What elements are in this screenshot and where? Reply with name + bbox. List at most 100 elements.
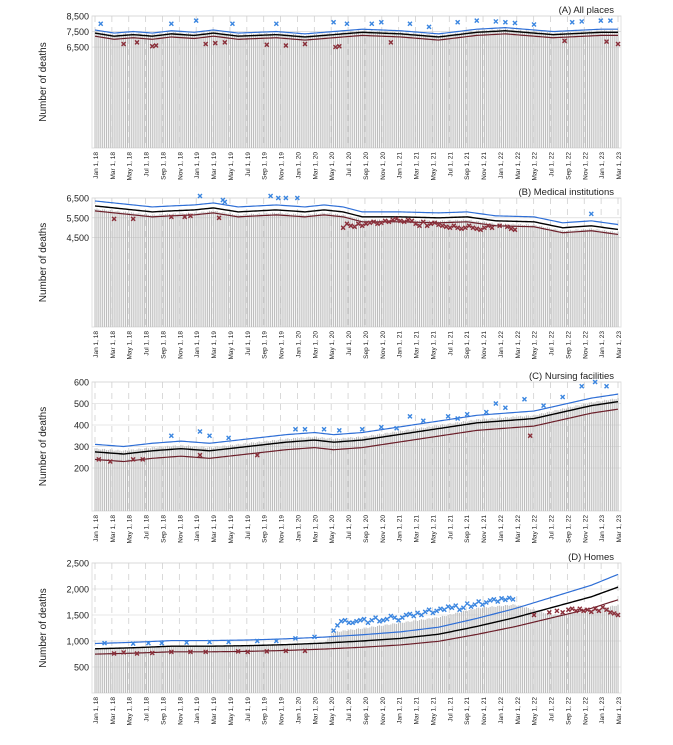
weekly-bar (144, 448, 146, 511)
x-tick-label: Jan 1, 18 (93, 152, 100, 179)
weekly-bar (329, 437, 331, 511)
excess-marker (569, 19, 575, 25)
weekly-bar (512, 416, 514, 511)
excess-marker (342, 617, 348, 623)
excess-marker (344, 21, 350, 27)
weekly-bar (140, 33, 142, 148)
weekly-bar (571, 613, 573, 693)
weekly-bar (270, 213, 272, 327)
weekly-bar (409, 621, 411, 693)
weekly-bar (445, 35, 447, 149)
weekly-bar (543, 32, 545, 148)
weekly-bar (147, 448, 149, 511)
weekly-bar (405, 429, 407, 511)
weekly-bar (361, 220, 363, 327)
excess-marker (229, 21, 235, 27)
weekly-bar (531, 415, 533, 511)
weekly-bar (138, 646, 140, 693)
weekly-bar (428, 220, 430, 327)
weekly-bar (302, 214, 304, 327)
chart-panel-4: 500 1,000 1,500 2,000 2,500 Jan 1, 18 Mar 1, 1… (38, 552, 623, 726)
x-tick-label: Mar 1, 18 (110, 152, 117, 180)
expected-line (94, 30, 618, 38)
weekly-bar (107, 210, 109, 327)
weekly-bar (228, 445, 230, 511)
weekly-bar (604, 399, 606, 511)
weekly-bar (300, 34, 302, 149)
weekly-bar (449, 33, 451, 148)
excess-marker (392, 615, 398, 621)
weekly-bar (520, 605, 522, 693)
weekly-bar (323, 642, 325, 693)
weekly-bar (272, 644, 274, 693)
weekly-bar (243, 645, 245, 693)
weekly-bar (564, 613, 566, 693)
weekly-bar (598, 229, 600, 327)
weekly-bar (606, 30, 608, 149)
weekly-bar (522, 30, 524, 148)
weekly-bar (586, 611, 589, 693)
y-axis-label: Number of deaths (38, 407, 49, 487)
excess-marker (222, 199, 228, 205)
weekly-bar (583, 30, 585, 149)
weekly-bar (600, 230, 602, 327)
weekly-bar (384, 432, 386, 511)
weekly-bar (396, 220, 398, 327)
excess-marker (399, 615, 405, 621)
weekly-bar (289, 439, 291, 511)
weekly-bar (212, 646, 214, 693)
weekly-bar (201, 32, 203, 148)
deficit-marker (168, 649, 174, 655)
weekly-bar (283, 34, 285, 148)
weekly-bar (480, 419, 482, 511)
x-tick-label: Sep 1, 19 (262, 331, 269, 359)
excess-marker (145, 640, 151, 646)
excess-marker (531, 22, 537, 28)
weekly-bar (268, 213, 270, 327)
weekly-bar (380, 220, 382, 327)
weekly-bar (558, 230, 560, 327)
weekly-bar (289, 34, 291, 148)
weekly-bar (514, 224, 516, 327)
deficit-marker (405, 217, 411, 223)
weekly-bar (222, 32, 224, 149)
excess-marker (357, 617, 363, 623)
weekly-bar (302, 643, 304, 693)
weekly-bar (522, 607, 524, 693)
weekly-bar (247, 34, 249, 149)
weekly-bar (174, 445, 176, 511)
weekly-bar (525, 607, 527, 693)
weekly-bar (567, 612, 569, 693)
weekly-bar (104, 32, 106, 149)
deficit-marker (432, 220, 438, 226)
weekly-bar (113, 648, 115, 693)
weekly-bar (527, 224, 529, 327)
weekly-bar (562, 230, 564, 327)
weekly-bar (384, 624, 386, 693)
weekly-bar (109, 449, 111, 511)
weekly-bar (195, 446, 197, 511)
weekly-bar (529, 416, 531, 511)
weekly-bar (354, 629, 356, 693)
weekly-bar (617, 232, 619, 327)
weekly-bar (121, 34, 123, 148)
weekly-bar (417, 620, 419, 693)
weekly-bar (375, 220, 377, 327)
weekly-bar (613, 399, 615, 511)
weekly-bar (441, 615, 443, 693)
expected-line (94, 205, 619, 231)
weekly-bar (226, 213, 228, 327)
weekly-bar (294, 643, 296, 693)
weekly-bar (474, 609, 476, 693)
weekly-bar (195, 212, 197, 327)
x-tick-label: Sep 1, 22 (565, 515, 572, 543)
weekly-bar (264, 33, 266, 149)
weekly-bar (577, 229, 579, 327)
deficit-marker (416, 223, 422, 229)
weekly-bar (317, 213, 319, 327)
x-tick-label: Mar 1, 21 (414, 515, 421, 543)
weekly-bar (189, 213, 191, 327)
excess-marker (457, 607, 463, 613)
weekly-bar (560, 230, 562, 327)
weekly-bar (432, 221, 434, 327)
